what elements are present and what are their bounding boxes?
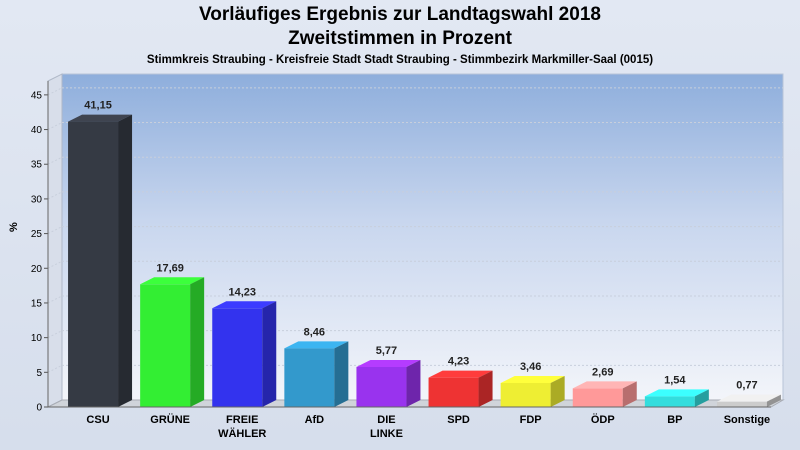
bar	[644, 396, 695, 407]
bar-side	[550, 376, 565, 407]
data-label: 14,23	[228, 286, 256, 298]
gridline-side	[47, 364, 63, 373]
bar	[284, 348, 335, 407]
x-tick-label: SPD	[447, 414, 470, 426]
data-label: 4,23	[448, 356, 469, 368]
data-label: 1,54	[664, 374, 686, 386]
x-tick-label: ÖDP	[591, 413, 615, 426]
x-tick-label: Sonstige	[724, 414, 770, 426]
y-tick-label: 25	[31, 229, 43, 240]
data-label: 3,46	[520, 361, 541, 373]
chart-district-caption: Stimmkreis Straubing - Kreisfreie Stadt …	[146, 54, 654, 66]
gridline-side	[47, 87, 63, 96]
bar-side	[334, 341, 349, 407]
gridline-side	[47, 330, 63, 339]
bar-side	[622, 381, 637, 407]
bar-side	[262, 301, 277, 407]
y-tick-label: 20	[31, 264, 43, 275]
bar	[572, 388, 623, 407]
bar	[716, 401, 767, 407]
bar	[500, 383, 551, 407]
data-label: 2,69	[592, 366, 613, 378]
gridline-side	[47, 295, 63, 304]
x-tick-label: CSU	[86, 414, 109, 426]
x-tick-label: FREIE	[226, 414, 258, 426]
y-tick-label: 0	[36, 403, 42, 414]
x-tick-label: GRÜNE	[150, 413, 190, 426]
gridline-side	[47, 156, 63, 165]
data-label: 41,15	[84, 100, 112, 112]
bar	[68, 121, 119, 407]
bar-top	[644, 389, 709, 397]
bar-side	[478, 370, 493, 407]
x-tick-label: FDP	[520, 414, 542, 426]
y-tick-label: 40	[31, 125, 43, 136]
chart-subtitle: Zweitstimmen in Prozent	[288, 28, 512, 49]
bar-top	[428, 370, 493, 378]
x-tick-label: AfD	[305, 414, 325, 426]
data-label: 8,46	[304, 326, 325, 338]
bar-side	[766, 394, 781, 407]
bar-side	[694, 389, 709, 407]
bar-top	[68, 114, 133, 122]
bar	[428, 377, 479, 407]
bar-top	[140, 277, 205, 285]
x-tick-label: DIE	[377, 414, 395, 426]
chart-title: Vorläufiges Ergebnis zur Landtagswahl 20…	[199, 4, 601, 25]
bar-side	[190, 277, 205, 407]
bar-top	[356, 359, 421, 367]
bar-top	[212, 301, 277, 309]
gridline-side	[47, 191, 63, 200]
bar-top	[500, 376, 565, 384]
y-tick-label: 5	[36, 368, 42, 379]
bar	[212, 308, 263, 407]
bar-side	[406, 359, 421, 407]
bar-top	[284, 341, 349, 349]
data-label: 17,69	[156, 262, 184, 274]
data-label: 5,77	[376, 345, 397, 357]
bar-top	[716, 394, 781, 402]
y-tick-label: 45	[31, 90, 43, 101]
x-tick-label: WÄHLER	[218, 427, 266, 440]
y-tick-label: 10	[31, 333, 43, 344]
bar	[140, 284, 191, 407]
y-tick-label: 30	[31, 194, 43, 205]
data-label: 0,77	[736, 380, 757, 392]
gridline-side	[47, 260, 63, 269]
x-tick-label: LINKE	[370, 428, 403, 440]
bar-top	[572, 381, 637, 389]
gridline-side	[47, 122, 63, 131]
y-tick-label: 35	[31, 160, 43, 171]
y-tick-label: 15	[31, 298, 43, 309]
bar	[356, 366, 407, 407]
x-tick-label: BP	[667, 414, 682, 426]
gridline-side	[47, 226, 63, 235]
bar-side	[118, 114, 133, 407]
